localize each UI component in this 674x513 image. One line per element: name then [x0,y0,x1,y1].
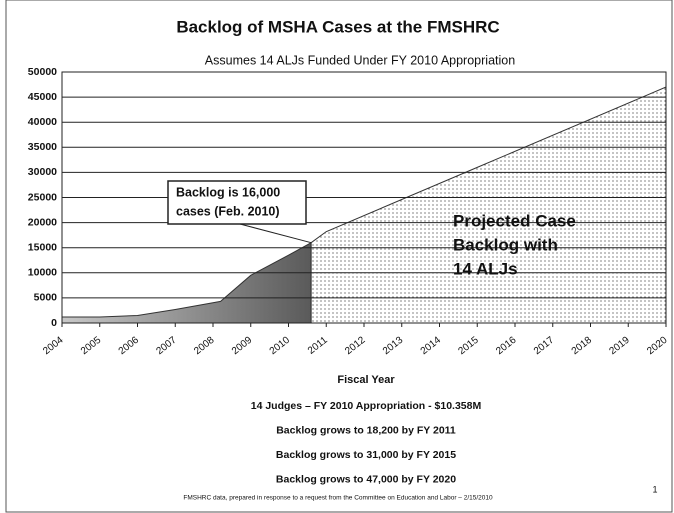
y-tick-label: 10000 [28,267,57,279]
y-tick-label: 30000 [28,166,57,178]
x-tick-label: 2006 [117,335,142,358]
y-tick-label: 0 [51,317,57,329]
annotation: Backlog is 16,000 [176,185,280,199]
x-tick-label: 2015 [456,335,481,358]
y-tick-label: 50000 [28,66,57,78]
annotation: Backlog with [453,235,558,254]
y-tick-label: 25000 [28,191,57,203]
x-tick-label: 2004 [41,335,66,358]
x-tick-label: 2016 [494,335,519,358]
x-tick-label: 2017 [532,335,557,358]
x-tick-label: 2011 [306,335,330,357]
source: FMSHRC data, prepared in response to a r… [183,495,493,502]
x-tick-label: 2010 [268,335,293,358]
annotation: Projected Case [453,211,576,230]
chart: Backlog of MSHA Cases at the FMSHRC Assu… [0,0,674,513]
note: 14 Judges – FY 2010 Appropriation - $10.… [251,400,482,412]
x-tick-label: 2009 [230,335,255,358]
x-tick-label: 2019 [607,335,632,358]
x-tick-label: 2007 [154,335,179,358]
x-tick-label: 2014 [419,335,444,358]
y-tick-label: 5000 [34,292,58,304]
x-tick-label: 2005 [79,335,104,358]
x-tick-label: 2018 [570,335,595,358]
note: Backlog grows to 18,200 by FY 2011 [276,424,456,436]
y-tick-label: 15000 [28,241,57,253]
note: Backlog grows to 47,000 by FY 2020 [276,473,456,485]
chart-title: Backlog of MSHA Cases at the FMSHRC [176,17,499,36]
annotation: 14 ALJs [453,259,518,278]
x-tick-label: 2013 [381,335,406,358]
y-tick-label: 20000 [28,216,57,228]
chart-subtitle: Assumes 14 ALJs Funded Under FY 2010 App… [205,53,515,67]
x-tick-label: 2008 [192,335,217,358]
page-number: 1 [652,484,657,494]
annotation: cases (Feb. 2010) [176,204,280,218]
y-tick-label: 40000 [28,116,57,128]
x-axis-label: Fiscal Year [337,374,395,386]
x-tick-label: 2012 [343,335,368,358]
y-tick-label: 35000 [28,141,57,153]
area [62,243,311,323]
x-tick-label: 2020 [645,335,670,358]
y-tick-label: 45000 [28,91,57,103]
callout-pointer [240,224,311,243]
note: Backlog grows to 31,000 by FY 2015 [276,449,456,461]
